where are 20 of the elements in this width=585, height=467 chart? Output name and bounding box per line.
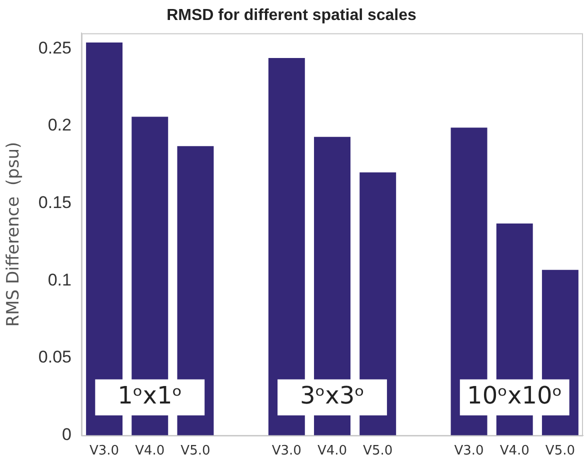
x-tick-label: V5.0 — [363, 444, 393, 459]
y-tick-label: 0 — [62, 425, 72, 444]
x-tick-label: V5.0 — [180, 444, 210, 459]
x-tick-label: V3.0 — [89, 444, 120, 459]
annotation: 1ᵒx1ᵒ — [118, 382, 182, 410]
x-tick-label: V4.0 — [135, 444, 165, 459]
x-tick-label: V4.0 — [317, 444, 348, 459]
y-tick-label: 0.2 — [48, 116, 72, 135]
x-tick-label: V3.0 — [454, 444, 484, 459]
y-tick-label: 0.15 — [38, 193, 72, 212]
x-tick-label: V3.0 — [272, 444, 302, 459]
y-tick-label: 0.05 — [38, 348, 72, 367]
y-tick-label: 0.25 — [38, 38, 72, 58]
x-tick-label: V5.0 — [545, 444, 575, 459]
annotation: 10ᵒx10ᵒ — [467, 382, 562, 410]
y-tick-label: 0.1 — [48, 270, 72, 290]
x-tick-label: V4.0 — [500, 444, 530, 459]
chart-title: RMSD for different spatial scales — [166, 7, 417, 24]
annotation: 3ᵒx3ᵒ — [300, 382, 365, 410]
y-axis-title: RMS Difference (psu) — [4, 142, 24, 327]
